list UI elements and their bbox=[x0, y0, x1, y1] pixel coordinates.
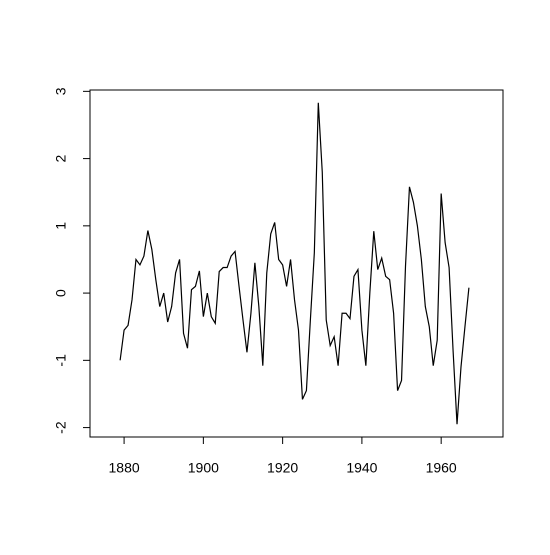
x-tick-label: 1900 bbox=[188, 460, 219, 476]
y-tick-label: 0 bbox=[53, 289, 69, 297]
x-tick-label: 1960 bbox=[426, 460, 457, 476]
x-tick-label: 1940 bbox=[346, 460, 377, 476]
x-tick-label: 1880 bbox=[109, 460, 140, 476]
y-tick-label: -1 bbox=[53, 354, 69, 367]
y-tick-label: 2 bbox=[53, 154, 69, 162]
x-tick-label: 1920 bbox=[267, 460, 298, 476]
y-tick-label: 3 bbox=[53, 87, 69, 95]
y-tick-label: 1 bbox=[53, 222, 69, 230]
y-tick-label: -2 bbox=[53, 421, 69, 434]
plot-frame bbox=[89, 89, 504, 438]
data-line bbox=[119, 102, 470, 425]
